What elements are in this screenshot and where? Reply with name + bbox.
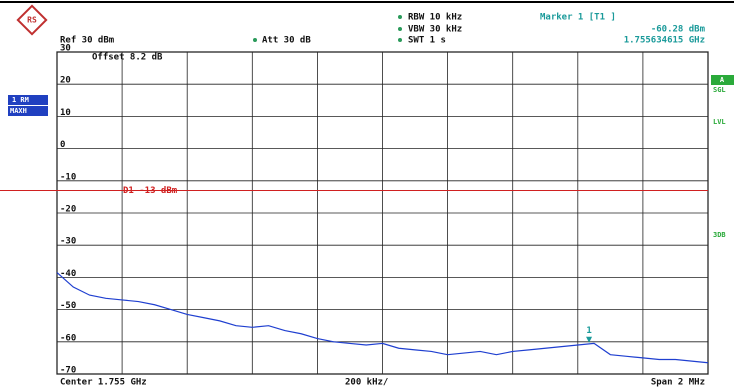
- a-badge: [711, 75, 734, 85]
- sgl-label: SGL: [713, 86, 726, 94]
- y-tick-label: 0: [60, 140, 65, 150]
- span-per-div: 200 kHz/: [345, 378, 388, 387]
- center-freq: Center 1.755 GHz: [60, 378, 147, 387]
- y-tick-label: -10: [60, 172, 76, 182]
- trace-label: 1 RM: [12, 96, 29, 104]
- bullet: [253, 38, 257, 42]
- logo: RS: [16, 4, 48, 36]
- y-tick-label: 30: [60, 44, 71, 54]
- trace-badge: [8, 95, 48, 105]
- lvl-label: LVL: [713, 118, 726, 126]
- detector-badge: [8, 106, 48, 116]
- bullet: [398, 27, 402, 31]
- y-tick-label: -30: [60, 237, 76, 247]
- y-tick-label: -70: [60, 366, 76, 376]
- y-tick-label: -40: [60, 269, 76, 279]
- display-line-label: D1 -13 dBm: [123, 186, 178, 196]
- marker-freq: 1.755634615 GHz: [624, 36, 705, 46]
- y-tick-label: 10: [60, 108, 71, 118]
- svg-text:RS: RS: [27, 16, 37, 25]
- marker: [586, 336, 593, 343]
- marker-title: Marker 1 [T1 ]: [540, 13, 616, 23]
- y-tick-label: -60: [60, 333, 76, 343]
- y-tick-label: 20: [60, 76, 71, 86]
- a-label: A: [720, 76, 725, 84]
- attenuation: Att 30 dB: [262, 36, 311, 46]
- y-tick-label: -20: [60, 205, 76, 215]
- db-label: 3DB: [713, 231, 726, 239]
- rbw: RBW 10 kHz: [408, 13, 462, 23]
- offset: Offset 8.2 dB: [92, 53, 163, 63]
- trace: [56, 272, 709, 364]
- marker-label: 1: [586, 326, 591, 336]
- ref-level: Ref 30 dBm: [60, 36, 115, 46]
- bullet: [398, 38, 402, 42]
- y-tick-label: -50: [60, 301, 76, 311]
- vbw: VBW 30 kHz: [408, 25, 462, 35]
- bullet: [398, 15, 402, 19]
- swt: SWT 1 s: [408, 36, 446, 46]
- detector-label: MAXH: [10, 107, 27, 115]
- marker-level: -60.28 dBm: [651, 25, 706, 35]
- span: Span 2 MHz: [651, 378, 705, 387]
